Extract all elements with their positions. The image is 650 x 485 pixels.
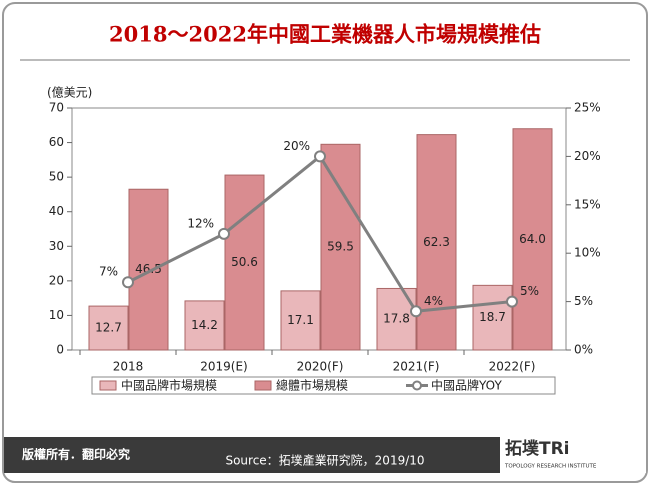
y2-tick-label: 15% bbox=[574, 197, 601, 211]
chart-title: 2018～2022年中國工業機器人市場規模推估 bbox=[109, 22, 541, 47]
legend-marker bbox=[412, 380, 422, 391]
logo: 拓墣TRi bbox=[505, 439, 570, 459]
bar bbox=[128, 188, 169, 351]
yoy-point bbox=[410, 305, 422, 318]
legend-box bbox=[91, 376, 556, 395]
bar bbox=[280, 290, 321, 351]
x-tick-label: 2018 bbox=[113, 360, 144, 374]
x-tick-label: 2022(F) bbox=[489, 360, 536, 374]
value-label: 62.3 bbox=[423, 235, 450, 249]
value-label: 18.7 bbox=[479, 310, 506, 324]
y-tick-label: 0 bbox=[56, 343, 64, 357]
logo-bg bbox=[500, 437, 646, 473]
yoy-point bbox=[314, 150, 326, 163]
value-label: 50.6 bbox=[231, 255, 258, 269]
yoy-point bbox=[506, 295, 518, 308]
yoy-point bbox=[218, 227, 230, 240]
value-label: 64.0 bbox=[519, 232, 546, 246]
yoy-point bbox=[122, 276, 134, 289]
legend-label: 中國品牌YOY bbox=[431, 378, 502, 393]
y-tick-label: 30 bbox=[49, 239, 64, 253]
y-tick-label: 40 bbox=[49, 204, 64, 218]
y2-tick-label: 5% bbox=[574, 294, 593, 308]
y-axis-label: (億美元) bbox=[47, 86, 92, 100]
x-tick-label: 2020(F) bbox=[297, 360, 344, 374]
value-label: 17.1 bbox=[287, 313, 314, 327]
footer-left: 版權所有．翻印必究 bbox=[22, 447, 130, 462]
legend-swatch bbox=[99, 380, 117, 391]
bar bbox=[224, 174, 265, 351]
bar bbox=[184, 300, 225, 351]
legend-label: 總體市場規模 bbox=[276, 378, 348, 393]
bar bbox=[472, 284, 513, 351]
y-tick-label: 60 bbox=[49, 135, 64, 149]
y2-tick-label: 0% bbox=[574, 343, 593, 357]
yoy-label: 12% bbox=[187, 216, 214, 230]
value-label: 59.5 bbox=[327, 240, 354, 254]
value-label: 17.8 bbox=[383, 312, 410, 326]
yoy-label: 20% bbox=[283, 139, 310, 153]
source: Source：拓墣產業研究院，2019/10 bbox=[225, 453, 424, 468]
x-tick-label: 2021(F) bbox=[393, 360, 440, 374]
bar bbox=[88, 305, 129, 351]
x-tick-label: 2019(E) bbox=[200, 360, 247, 374]
value-label: 14.2 bbox=[191, 318, 218, 332]
legend-swatch bbox=[254, 380, 272, 391]
y-tick-label: 50 bbox=[49, 170, 64, 184]
bar bbox=[512, 128, 553, 351]
legend-label: 中國品牌市場規模 bbox=[121, 378, 217, 393]
y2-tick-label: 25% bbox=[574, 101, 601, 115]
y-tick-label: 10 bbox=[49, 308, 64, 322]
y2-tick-label: 10% bbox=[574, 246, 601, 260]
value-label: 12.7 bbox=[95, 321, 122, 335]
yoy-label: 5% bbox=[520, 284, 539, 298]
value-label: 46.5 bbox=[135, 262, 162, 276]
yoy-label: 4% bbox=[424, 294, 443, 308]
bar bbox=[416, 134, 457, 351]
y-tick-label: 70 bbox=[49, 101, 64, 115]
y-tick-label: 20 bbox=[49, 273, 64, 287]
bar bbox=[320, 143, 361, 351]
logo-sub: TOPOLOGY RESEARCH INSTITUTE bbox=[504, 464, 597, 470]
yoy-label: 7% bbox=[99, 265, 118, 279]
y2-tick-label: 20% bbox=[574, 149, 601, 163]
